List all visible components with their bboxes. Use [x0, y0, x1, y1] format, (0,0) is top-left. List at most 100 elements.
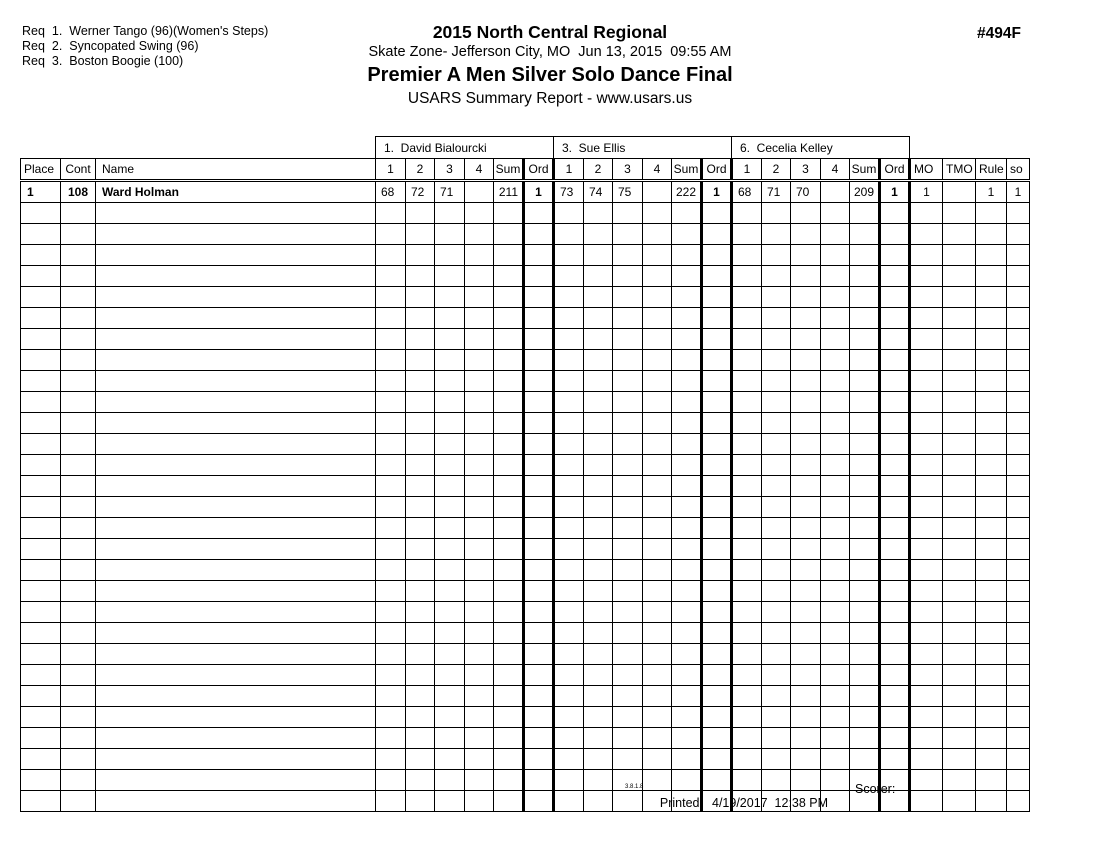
cell-sum	[849, 517, 880, 539]
cell-place	[20, 517, 61, 539]
empty-row	[20, 559, 1030, 581]
cell-ord	[700, 433, 733, 455]
cell-score	[612, 601, 643, 623]
cell-score	[434, 412, 465, 434]
version-number: 3.8.1.8	[625, 784, 644, 790]
cell-score	[761, 496, 791, 518]
cell-score	[434, 664, 465, 686]
col-header-ord: Ord	[878, 158, 911, 182]
cell-rule	[975, 286, 1007, 308]
cell-score	[612, 328, 643, 350]
cell-score	[553, 391, 584, 413]
judge-name-cell: 3. Sue Ellis	[553, 136, 732, 159]
cell-mo	[909, 769, 943, 791]
cell-score	[434, 370, 465, 392]
cell-score: 71	[761, 180, 791, 203]
cell-score	[642, 328, 672, 350]
cell-score	[612, 517, 643, 539]
cell-mo	[909, 706, 943, 728]
cell-rule	[975, 307, 1007, 329]
cell-so	[1006, 664, 1030, 686]
cell-score	[405, 664, 435, 686]
cell-score	[790, 727, 821, 749]
cell-so	[1006, 685, 1030, 707]
cell-ord	[522, 202, 555, 224]
cell-so	[1006, 223, 1030, 245]
cell-score	[553, 622, 584, 644]
cell-sum	[493, 601, 524, 623]
cell-ord	[878, 601, 911, 623]
cell-score	[464, 559, 494, 581]
cell-score	[731, 580, 762, 602]
cell-name	[95, 244, 376, 266]
cell-score	[731, 223, 762, 245]
cell-so	[1006, 727, 1030, 749]
cell-sum	[493, 769, 524, 791]
cell-place	[20, 307, 61, 329]
cell-cont	[60, 223, 96, 245]
cell-score	[790, 412, 821, 434]
cell-sum	[493, 517, 524, 539]
cell-sum	[671, 475, 702, 497]
cell-score	[820, 202, 850, 224]
event-title: 2015 North Central Regional	[432, 22, 668, 42]
cell-score	[761, 727, 791, 749]
cell-ord	[522, 307, 555, 329]
cell-score	[790, 475, 821, 497]
cell-score	[642, 265, 672, 287]
cell-ord	[522, 790, 555, 812]
cell-ord	[878, 643, 911, 665]
col-header-score: 4	[464, 158, 494, 182]
cell-score	[434, 307, 465, 329]
cell-name	[95, 748, 376, 770]
cell-rule	[975, 748, 1007, 770]
cell-score	[375, 748, 406, 770]
cell-score	[731, 601, 762, 623]
empty-row	[20, 223, 1030, 245]
cell-score	[464, 475, 494, 497]
cell-tmo	[942, 370, 976, 392]
cell-place	[20, 223, 61, 245]
cell-score	[612, 391, 643, 413]
cell-score	[820, 580, 850, 602]
cell-tmo	[942, 475, 976, 497]
cell-score	[583, 244, 613, 266]
cell-score	[820, 307, 850, 329]
cell-name	[95, 496, 376, 518]
cell-place	[20, 622, 61, 644]
cell-tmo	[942, 664, 976, 686]
cell-ord	[700, 286, 733, 308]
cell-score	[761, 223, 791, 245]
cell-score	[612, 244, 643, 266]
cell-score	[434, 475, 465, 497]
cell-so	[1006, 475, 1030, 497]
requirement-line: Req 2. Syncopated Swing (96)	[22, 39, 199, 53]
cell-score	[642, 748, 672, 770]
cell-rule	[975, 244, 1007, 266]
cell-score	[553, 559, 584, 581]
cell-sum	[849, 496, 880, 518]
cell-score	[405, 517, 435, 539]
cell-so	[1006, 643, 1030, 665]
result-row: 1 108 Ward Holman 68 72 71 211 1 73 74 75 222 1 68 71 7…	[20, 180, 1030, 203]
cell-ord	[522, 265, 555, 287]
cell-cont	[60, 559, 96, 581]
cell-mo	[909, 601, 943, 623]
cell-ord	[700, 244, 733, 266]
cell-ord	[700, 307, 733, 329]
cell-cont	[60, 790, 96, 812]
cell-score	[790, 496, 821, 518]
cell-so	[1006, 790, 1030, 812]
cell-ord	[522, 391, 555, 413]
cell-sum	[671, 307, 702, 329]
cell-so	[1006, 454, 1030, 476]
cell-name	[95, 412, 376, 434]
cell-rule	[975, 580, 1007, 602]
cell-rule	[975, 664, 1007, 686]
cell-sum	[849, 454, 880, 476]
cell-score	[790, 517, 821, 539]
cell-place	[20, 370, 61, 392]
cell-ord	[700, 727, 733, 749]
cell-place	[20, 748, 61, 770]
cell-score	[761, 601, 791, 623]
